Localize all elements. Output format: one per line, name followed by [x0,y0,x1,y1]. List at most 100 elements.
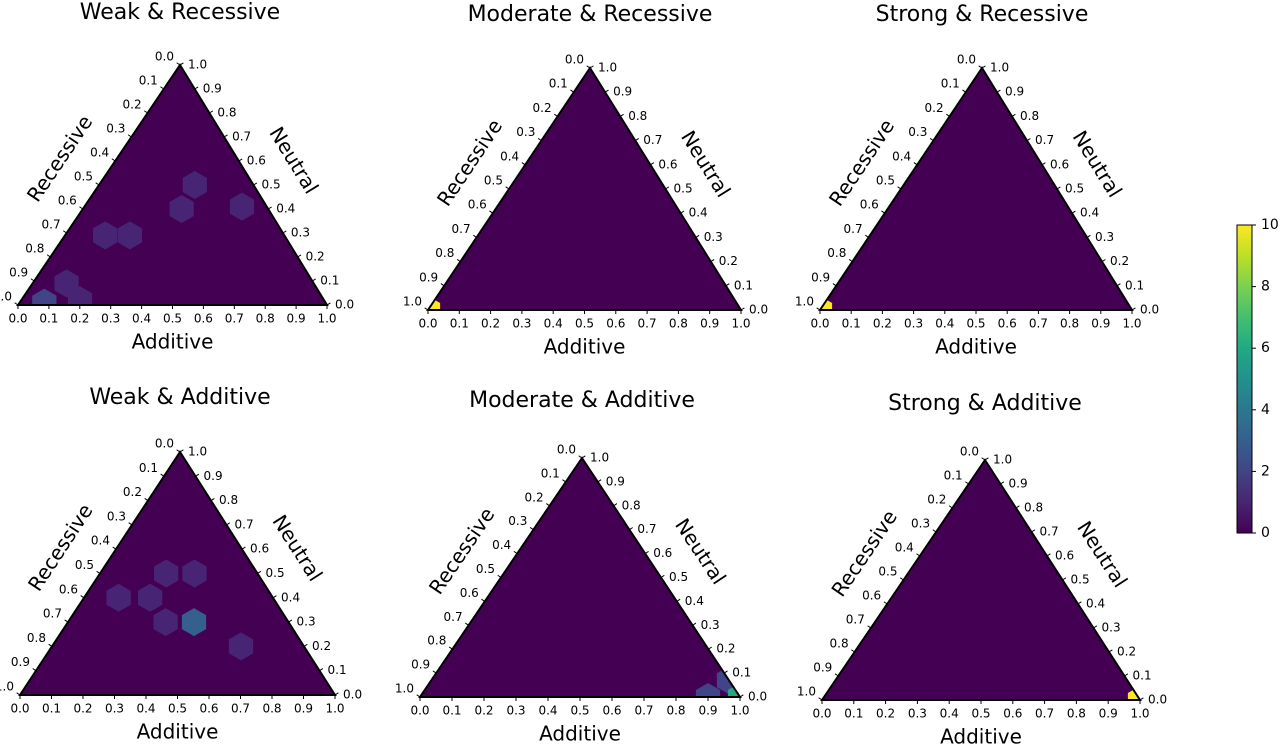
tick-mark [962,89,967,93]
tick-mark [529,527,534,531]
bottom-tick-label: 0.3 [105,702,124,716]
tick-mark [144,497,149,502]
colorbar [1236,224,1253,534]
left-tick-label: 0.4 [500,149,519,163]
tick-mark [312,278,316,282]
bottom-tick-label: 0.9 [700,317,719,331]
tick-mark [1108,649,1113,653]
tick-mark [710,259,715,263]
tick-mark [334,692,339,696]
bottom-tick-label: 0.5 [168,702,187,716]
tick-mark [948,505,953,509]
bottom-tick-label: 0.5 [966,317,985,331]
tick-mark [176,449,181,453]
hexbin [1127,686,1140,700]
tick-mark [1031,529,1036,533]
hexbins [820,296,833,310]
right-tick-label: 0.2 [312,639,331,653]
tick-mark [644,550,649,555]
bottom-tick-label: 1.0 [1122,317,1141,331]
bottom-tick-label: 0.8 [669,317,688,331]
right-tick-label: 0.9 [613,85,632,99]
bottom-tick-label: 0.8 [256,312,275,326]
left-tick-label: 0.6 [58,194,77,208]
left-axis-label: Recessive [22,111,97,207]
right-tick-label: 0.4 [685,594,704,608]
right-tick-label: 0.4 [276,202,295,216]
bottom-axis-label: Additive [935,335,1017,359]
hexbin [695,683,721,697]
right-tick-label: 0.4 [281,590,300,604]
tick-mark [981,457,986,461]
bottom-tick-label: 0.3 [101,312,120,326]
tick-mark [48,643,53,647]
right-tick-label: 0.6 [658,157,677,171]
hexbins [32,171,255,305]
tick-mark [881,210,886,214]
tick-mark [695,234,700,238]
bottom-tick-label: 0.8 [1067,707,1086,721]
left-tick-label: 0.8 [435,246,454,260]
bottom-tick-label: 0.6 [1003,707,1022,721]
tick-mark [619,113,624,117]
tick-mark [497,574,502,578]
tick-mark [708,646,713,650]
bottom-tick-label: 0.4 [136,702,155,716]
bottom-tick-label: 0.4 [132,312,151,326]
tick-mark [64,619,69,623]
tick-mark [665,186,670,190]
tick-mark [978,65,983,69]
ternary-panel: 0.0 0.0 0.0 0.1 0.1 0.1 0.2 0.2 0.2 0.3 0.3 0.3 0.4 0… [403,2,768,359]
tick-mark [440,283,445,287]
left-tick-label: 0.3 [911,517,930,531]
tick-mark [537,137,542,142]
left-tick-label: 0.4 [895,541,914,555]
tick-mark [692,622,697,626]
tick-mark [424,307,429,311]
left-tick-label: 0.9 [419,270,438,284]
right-tick-label: 0.8 [1024,501,1043,515]
right-tick-label: 0.7 [643,133,662,147]
hexbin [106,583,131,612]
tick-mark [1101,259,1106,263]
tick-mark [195,473,200,477]
left-tick-label: 0.1 [944,469,963,483]
left-tick-label: 0.7 [42,218,61,232]
tick-mark [326,302,331,306]
left-tick-label: 0.5 [75,558,94,572]
tick-mark [1077,601,1082,605]
tick-mark [1124,673,1129,677]
tick-mark [676,598,681,602]
tick-mark [604,89,609,93]
tick-mark [505,186,510,190]
plot-area [822,460,1140,700]
left-tick-label: 0.0 [557,443,576,457]
bottom-tick-label: 0.8 [666,704,685,718]
tick-mark [932,529,937,533]
right-tick-label: 0.7 [232,130,251,144]
tick-mark [589,65,594,69]
tick-mark [1093,625,1098,629]
tick-mark [226,522,231,526]
tick-mark [456,258,461,263]
right-tick-label: 0.6 [653,546,672,560]
bottom-tick-label: 0.7 [1035,707,1054,721]
bottom-axis-label: Additive [539,722,621,744]
tick-mark [253,182,258,186]
left-tick-label: 0.6 [460,586,479,600]
bottom-tick-label: 0.6 [199,702,218,716]
bottom-tick-label: 0.5 [163,312,182,326]
tick-mark [179,449,184,453]
right-tick-label: 0.5 [262,178,281,192]
tick-mark [32,668,37,672]
right-tick-label: 0.0 [335,298,354,312]
bottom-tick-label: 0.0 [410,704,429,718]
right-tick-label: 1.0 [990,61,1009,75]
bottom-tick-label: 0.4 [940,707,959,721]
tick-mark [996,89,1001,93]
right-tick-label: 0.0 [1148,693,1167,707]
right-tick-label: 0.2 [716,642,735,656]
left-tick-label: 1.0 [795,295,814,309]
